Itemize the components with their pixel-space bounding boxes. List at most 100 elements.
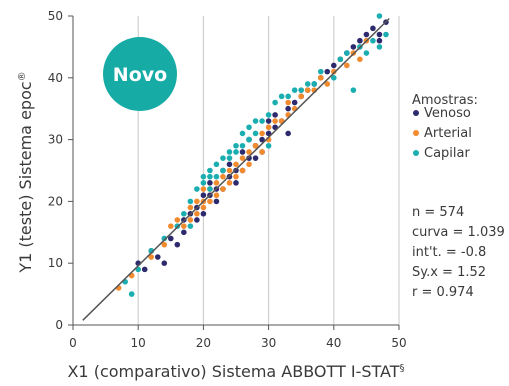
badge-circle: [103, 37, 177, 111]
data-point: [187, 198, 194, 205]
data-point: [291, 99, 298, 106]
data-point: [259, 118, 265, 124]
y-tick-label: 0: [55, 318, 63, 332]
data-point: [272, 99, 278, 106]
legend-marker-capilar: [413, 150, 419, 156]
x-tick-label: 10: [131, 336, 146, 350]
data-point: [278, 93, 285, 100]
data-point: [252, 155, 259, 161]
data-point: [331, 68, 337, 75]
data-point: [174, 223, 181, 229]
data-point: [226, 180, 233, 186]
data-point: [252, 130, 259, 137]
data-point: [213, 173, 220, 180]
data-point: [233, 142, 239, 149]
data-point: [220, 167, 226, 174]
y-axis-title: Y1 (teste) Sistema epoc®: [16, 71, 35, 273]
legend-label-venoso: Venoso: [424, 106, 471, 121]
legend-label-capilar: Capilar: [424, 146, 470, 161]
data-point: [161, 241, 168, 248]
data-point: [265, 130, 272, 137]
data-point: [317, 75, 324, 81]
data-point: [194, 210, 200, 217]
data-point: [291, 87, 298, 93]
data-point: [226, 149, 233, 155]
data-point: [239, 130, 246, 137]
y-tick-label: 10: [48, 256, 63, 270]
data-point: [272, 118, 278, 124]
data-point: [233, 173, 239, 180]
data-point: [265, 142, 272, 149]
data-point: [194, 198, 200, 205]
data-point: [350, 87, 357, 93]
data-point: [233, 161, 239, 168]
badge-label: Novo: [113, 64, 167, 86]
stat-line: r = 0.974: [412, 285, 474, 300]
data-point: [148, 254, 155, 260]
data-point: [239, 167, 246, 174]
data-point: [154, 254, 161, 260]
fit-line: [82, 17, 390, 321]
data-point: [376, 37, 383, 44]
data-point: [220, 173, 226, 180]
data-point: [226, 161, 233, 168]
data-point: [128, 291, 135, 297]
data-point: [337, 56, 344, 63]
grid-lines: [137, 16, 400, 325]
series-capilar: [122, 13, 389, 297]
data-point: [324, 81, 331, 87]
data-point: [187, 223, 194, 229]
data-point: [383, 31, 389, 38]
data-point: [311, 81, 318, 87]
data-point: [200, 186, 207, 192]
data-point: [265, 118, 272, 124]
data-point: [265, 112, 272, 118]
data-point: [259, 136, 265, 143]
data-point: [194, 186, 200, 192]
data-point: [161, 260, 168, 267]
data-point: [181, 223, 187, 229]
data-point: [265, 124, 272, 131]
data-point: [161, 235, 168, 242]
data-point: [304, 87, 311, 93]
x-axis-title-text: X1 (comparativo) Sistema ABBOTT I-STAT: [67, 362, 399, 381]
data-point: [324, 68, 331, 75]
x-tick-labels: 0 10 20 30 40 50: [69, 325, 407, 350]
data-point: [187, 204, 194, 211]
data-point: [350, 44, 357, 50]
regression-line: [82, 17, 390, 321]
data-point: [376, 13, 383, 19]
y-tick-label: 20: [48, 194, 63, 208]
legend-label-arterial: Arterial: [424, 126, 472, 141]
data-point: [317, 68, 324, 75]
data-point: [213, 192, 220, 199]
data-point: [344, 62, 350, 69]
y-tick-labels: 0 10 20 30 40 50: [48, 9, 73, 332]
data-point: [168, 223, 174, 229]
data-point: [376, 31, 383, 38]
data-point: [376, 44, 383, 50]
data-point: [226, 167, 233, 174]
data-point: [200, 204, 207, 211]
data-point: [304, 81, 311, 87]
data-point: [331, 62, 337, 69]
data-point: [200, 180, 207, 186]
legend: Amostras: Venoso Arterial Capilar: [412, 93, 478, 161]
data-point: [174, 217, 181, 223]
data-point: [363, 50, 370, 56]
data-point: [220, 155, 226, 161]
data-point: [207, 186, 213, 192]
data-point: [187, 217, 194, 223]
data-point: [213, 198, 220, 205]
data-point: [298, 87, 305, 93]
data-point: [174, 241, 181, 248]
data-point: [213, 180, 220, 186]
data-point: [207, 180, 213, 186]
data-point: [331, 75, 337, 81]
y-tick-label: 40: [48, 71, 63, 85]
stat-line: int't. = -0.8: [412, 245, 486, 260]
x-axis-title: X1 (comparativo) Sistema ABBOTT I-STAT§: [67, 362, 404, 381]
data-point: [181, 229, 187, 236]
y-tick-label: 30: [48, 133, 63, 147]
data-point: [200, 210, 207, 217]
